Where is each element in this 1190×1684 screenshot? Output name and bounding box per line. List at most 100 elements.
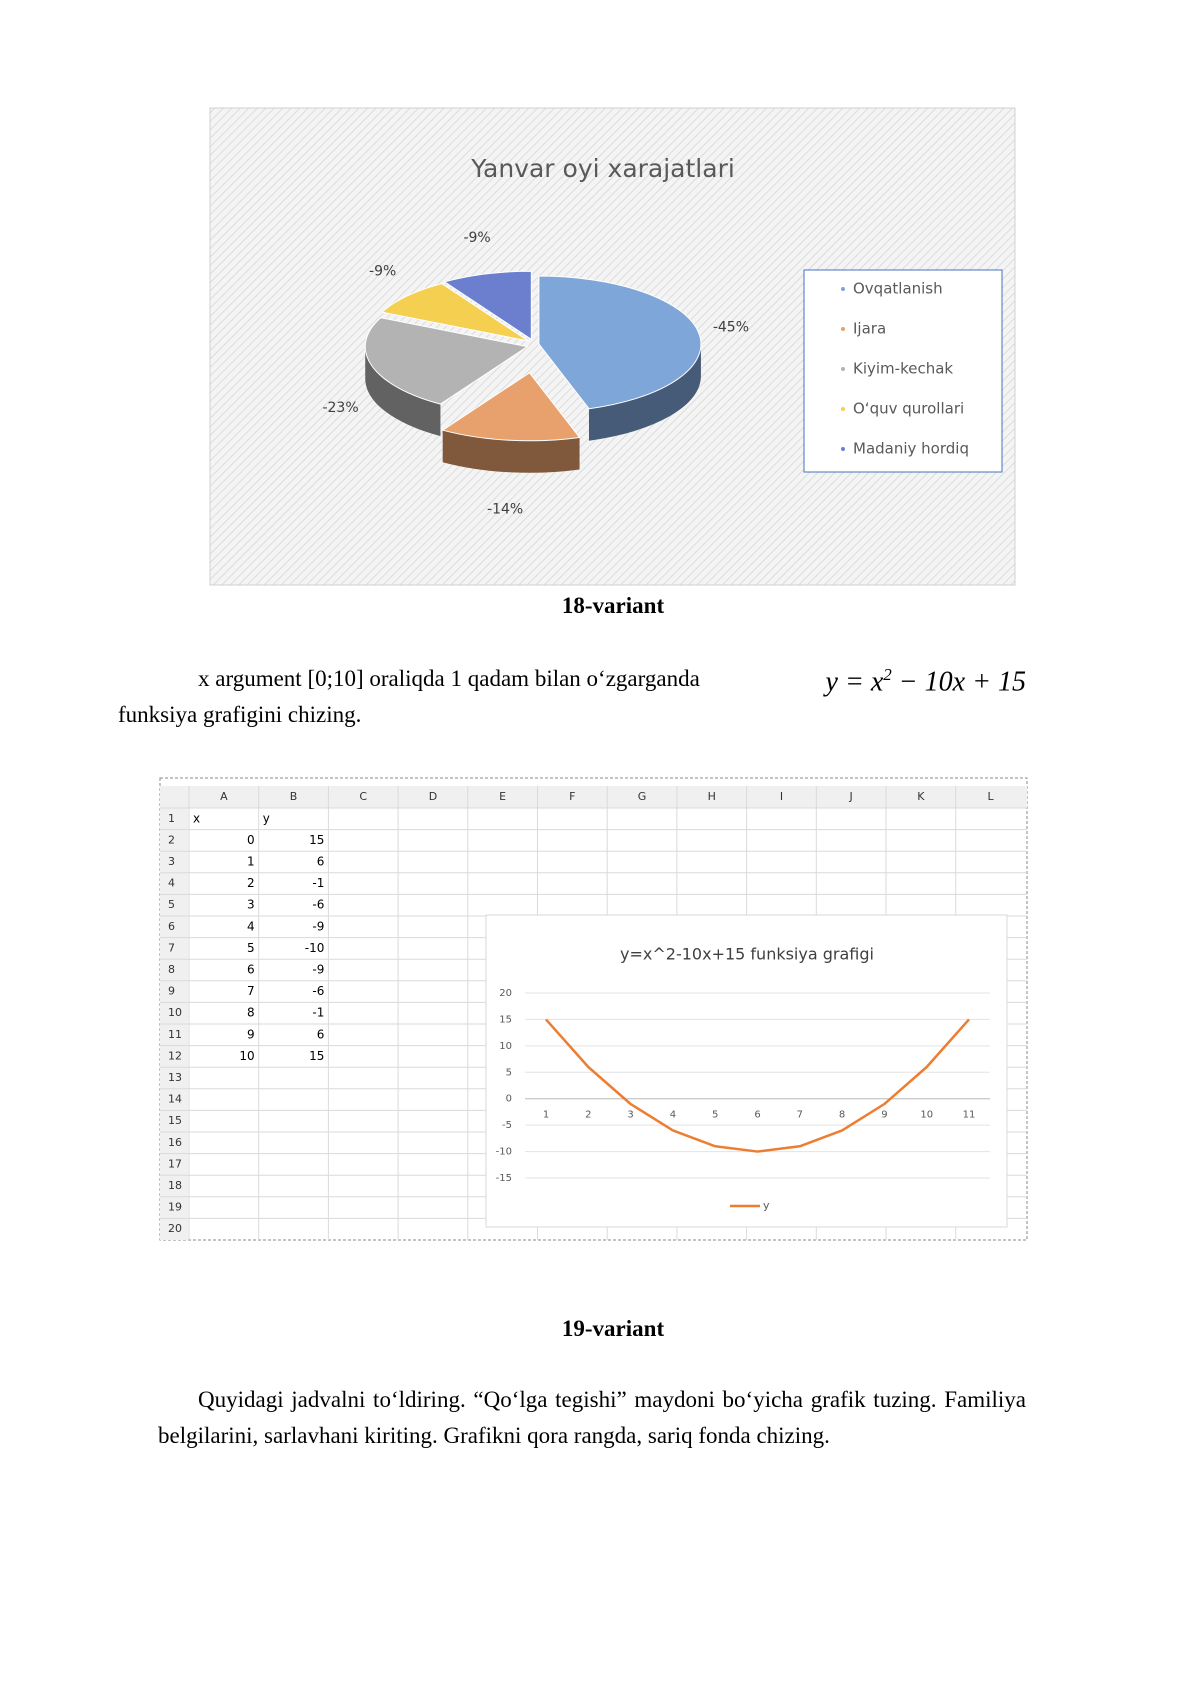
column-header: B [290, 790, 298, 803]
y-tick-label: -5 [502, 1120, 512, 1131]
task-text: x argument [0;10] oraliqda 1 qadam bilan… [198, 666, 700, 691]
y-tick-label: -10 [496, 1147, 512, 1158]
cell: 6 [247, 963, 255, 977]
cell: -9 [312, 919, 324, 933]
x-tick-label: 5 [712, 1110, 718, 1121]
row-header-bar [160, 786, 188, 1240]
task-text: funksiya grafigini chizing. [118, 702, 362, 727]
y-tick-label: 10 [499, 1041, 512, 1052]
cell: 6 [317, 855, 325, 869]
cell: 0 [247, 833, 255, 847]
column-header: A [220, 790, 228, 803]
pie-legend [803, 269, 1003, 473]
column-header: I [780, 790, 783, 803]
y-tick-label: 20 [499, 988, 512, 999]
column-header: H [708, 790, 716, 803]
task-paragraph: y = x2 − 10x + 15 x argument [0;10] oral… [118, 661, 1026, 733]
row-header: 2 [168, 833, 175, 846]
y-tick-label: 0 [506, 1094, 512, 1105]
row-header: 10 [168, 1006, 182, 1019]
y-tick-label: 15 [499, 1014, 512, 1025]
data-label: -23% [322, 400, 358, 416]
task-paragraph: Quyidagi jadvalni to‘ldiring. “Qo‘lga te… [158, 1387, 1026, 1448]
y-tick-label: -15 [496, 1173, 512, 1184]
row-header: 11 [168, 1028, 182, 1041]
cell: 4 [247, 919, 255, 933]
row-header: 1 [168, 812, 175, 825]
row-header: 16 [168, 1136, 182, 1149]
column-header-bar [160, 786, 1027, 808]
cell: 2 [247, 876, 255, 890]
formula: y = x2 − 10x + 15 [786, 657, 1026, 700]
cell: -9 [312, 963, 324, 977]
row-header: 19 [168, 1201, 182, 1214]
x-tick-label: 7 [797, 1110, 803, 1121]
cell: 9 [247, 1027, 255, 1041]
x-tick-label: 10 [920, 1110, 933, 1121]
cell: 10 [239, 1049, 254, 1063]
row-header: 3 [168, 855, 175, 868]
legend-marker [841, 407, 845, 411]
row-header: 9 [168, 985, 175, 998]
cell: -6 [312, 898, 324, 912]
pie-slice [364, 317, 529, 405]
x-tick-label: 2 [585, 1110, 591, 1121]
row-header: 8 [168, 963, 175, 976]
row-header: 15 [168, 1114, 182, 1127]
pie-slice [443, 270, 532, 341]
legend-label: Madaniy hordiq [853, 440, 969, 458]
data-label: -45% [713, 320, 749, 336]
legend-label: y [763, 1199, 770, 1212]
line-series [545, 1018, 970, 1153]
row-header: 4 [168, 877, 175, 890]
row-header: 7 [168, 941, 175, 954]
cell: y [263, 811, 270, 825]
pie-slice [538, 275, 702, 410]
x-tick-label: 3 [627, 1110, 633, 1121]
column-header: L [987, 790, 994, 803]
pie-slice [441, 372, 581, 442]
pie-slice-side [365, 346, 441, 437]
column-header: D [429, 790, 437, 803]
legend-marker [841, 447, 845, 451]
legend-marker [841, 327, 845, 331]
row-header: 17 [168, 1157, 182, 1170]
x-tick-label: 8 [839, 1110, 845, 1121]
cell: 5 [247, 941, 255, 955]
cell: -1 [312, 876, 324, 890]
cell: x [193, 811, 200, 825]
legend-label: O‘quv qurollari [853, 400, 964, 418]
cell: 3 [247, 898, 255, 912]
line-chart-area [485, 914, 1008, 1228]
row-header: 5 [168, 898, 175, 911]
x-tick-label: 6 [754, 1110, 760, 1121]
formula-rest: − 10x + 15 [891, 666, 1026, 698]
cell: 1 [247, 855, 255, 869]
data-label: -9% [369, 263, 396, 279]
cell: 8 [247, 1006, 255, 1020]
row-header: 6 [168, 920, 175, 933]
cell: 7 [247, 984, 255, 998]
data-label: -9% [463, 230, 490, 246]
pie-slice-side [588, 344, 701, 441]
row-header: 20 [168, 1222, 182, 1235]
cell: 15 [309, 833, 324, 847]
legend-label: Ijara [853, 320, 886, 338]
line-title: y=x^2-10x+15 funksiya grafigi [620, 945, 874, 964]
cell: -10 [305, 941, 325, 955]
y-tick-label: 5 [506, 1067, 512, 1078]
x-tick-label: 1 [543, 1110, 549, 1121]
cell: -6 [312, 984, 324, 998]
column-header: K [917, 790, 925, 803]
cell: -1 [312, 1006, 324, 1020]
caption: 18-variant [561, 593, 665, 618]
legend-marker [841, 367, 845, 371]
row-header: 14 [168, 1093, 182, 1106]
legend-label: Kiyim-kechak [853, 360, 953, 378]
legend-label: Ovqatlanish [853, 280, 943, 298]
column-header: G [638, 790, 647, 803]
formula-base: y = x [825, 666, 884, 698]
legend-marker [841, 287, 845, 291]
caption: 19-variant [561, 1316, 665, 1341]
